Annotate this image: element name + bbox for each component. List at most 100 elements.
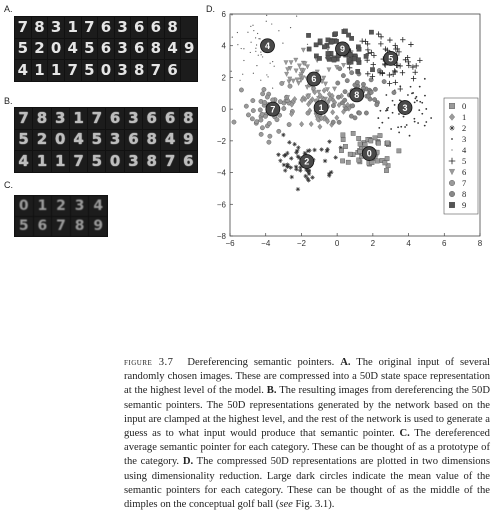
point xyxy=(298,74,304,80)
legend-marker xyxy=(451,149,453,151)
x-tick-label: −2 xyxy=(297,239,307,248)
legend-label: 4 xyxy=(462,145,467,155)
point xyxy=(346,32,351,38)
mean-label: 8 xyxy=(354,90,359,100)
point xyxy=(346,65,353,71)
point xyxy=(390,71,396,77)
point xyxy=(356,57,361,63)
digit-cell: 6 xyxy=(33,216,52,236)
point xyxy=(376,140,381,146)
point xyxy=(310,175,315,180)
point xyxy=(354,80,360,85)
point xyxy=(319,115,325,122)
point xyxy=(402,115,405,118)
point xyxy=(243,59,245,62)
y-tick-label: 4 xyxy=(222,42,227,51)
point xyxy=(418,109,421,112)
point xyxy=(307,148,312,153)
digit-cell: 3 xyxy=(70,196,89,216)
digit-cell: 4 xyxy=(64,38,81,60)
digit-cell: 6 xyxy=(98,17,114,38)
point xyxy=(304,167,309,173)
point xyxy=(374,102,380,108)
digit-cell: 7 xyxy=(161,151,179,172)
mean-circle xyxy=(397,100,413,115)
digit-cell: 3 xyxy=(124,108,143,129)
point xyxy=(289,156,294,161)
point xyxy=(236,31,238,34)
panel-d-label: D. xyxy=(206,4,215,14)
point xyxy=(325,147,330,152)
point xyxy=(398,131,401,134)
digit-cell: 7 xyxy=(52,216,70,236)
digit-cell: 5 xyxy=(88,129,106,151)
point xyxy=(331,57,337,63)
point xyxy=(281,106,287,111)
point xyxy=(418,85,421,88)
point xyxy=(391,68,398,74)
point xyxy=(394,46,401,52)
legend-label: 0 xyxy=(462,101,466,111)
point xyxy=(404,126,407,128)
y-tick-label: −2 xyxy=(217,137,227,146)
point xyxy=(379,70,386,77)
figure-caption: figure 3.7 Dereferencing semantic pointe… xyxy=(124,356,490,512)
mean-circle xyxy=(383,51,399,66)
point xyxy=(293,57,299,63)
digit-cell: 1 xyxy=(31,60,48,81)
digit-cell: 3 xyxy=(114,38,131,60)
point xyxy=(314,53,319,59)
digit-cell: 4 xyxy=(161,129,179,151)
point xyxy=(352,115,358,121)
digit-cell: 0 xyxy=(15,196,33,216)
point xyxy=(330,119,336,125)
point xyxy=(341,63,346,68)
point xyxy=(349,36,355,41)
legend-marker xyxy=(448,157,456,165)
caption-see: see xyxy=(279,499,293,511)
point xyxy=(424,94,426,97)
point xyxy=(412,92,414,94)
point xyxy=(276,128,282,134)
point xyxy=(257,107,263,113)
digit-cell: 6 xyxy=(98,38,114,60)
digit-cell: 4 xyxy=(15,60,31,81)
point xyxy=(385,94,388,96)
digit-cell: 3 xyxy=(48,17,64,38)
point xyxy=(307,107,313,114)
digit-cell: 1 xyxy=(33,151,51,172)
mean-label: 5 xyxy=(388,54,393,64)
point xyxy=(376,68,382,73)
point xyxy=(298,168,303,173)
legend-box xyxy=(443,97,479,215)
point xyxy=(325,118,330,125)
point xyxy=(410,64,416,70)
point xyxy=(303,173,308,179)
digit-cell: 1 xyxy=(51,151,69,172)
panel-b-label: B. xyxy=(4,96,13,106)
point xyxy=(316,89,322,95)
point xyxy=(263,113,268,119)
point xyxy=(375,31,382,37)
point xyxy=(231,14,233,16)
y-tick-label: 6 xyxy=(222,10,227,19)
point xyxy=(260,51,262,53)
point xyxy=(397,86,403,92)
point xyxy=(282,153,287,158)
point xyxy=(294,77,300,83)
point xyxy=(312,89,318,96)
point xyxy=(386,80,393,87)
digit-cell: 8 xyxy=(148,38,164,60)
point xyxy=(392,79,399,86)
point xyxy=(391,111,394,114)
point xyxy=(368,89,374,95)
point xyxy=(407,94,409,96)
point xyxy=(250,108,256,113)
point xyxy=(317,92,323,99)
point xyxy=(266,14,268,16)
point xyxy=(317,38,323,44)
point xyxy=(330,109,336,116)
legend-label: 8 xyxy=(462,189,466,199)
scatter-plot: −6 −4 −2 0 2 4 6 86420−2−4−6−845961837200123456… xyxy=(217,10,483,248)
